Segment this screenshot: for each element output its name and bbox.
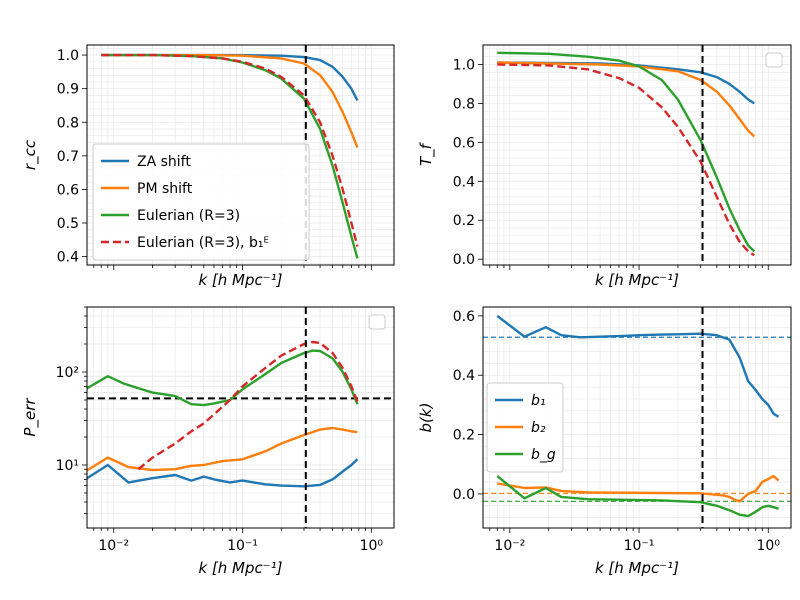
y-tick-label: 1.0 (57, 48, 79, 64)
y-tick-label: 0.0 (453, 252, 475, 268)
y-tick-label: 0.8 (57, 115, 79, 131)
legend: ZA shift PM shift Eulerian (R=3) Eulerian (… (92, 143, 310, 261)
x-tick-label: 10⁻¹ (624, 538, 655, 554)
legend-frame (486, 382, 564, 473)
legend-label: b_g (531, 447, 556, 463)
panel-tf: 1.0 0.8 0.6 0.4 0.2 0.0 k [h Mpc⁻¹] T_f (417, 44, 792, 289)
x-tick-label: 10⁻¹ (227, 538, 258, 554)
series-line-1 (87, 426, 358, 472)
legend-label: b₁ (531, 393, 546, 409)
legend-label: ZA shift (137, 154, 191, 170)
legend-frame (92, 143, 310, 261)
y-tick-label: 0.7 (57, 149, 79, 165)
series-line-0 (497, 61, 755, 105)
x-tick-label: 10⁻² (494, 538, 525, 554)
series-line-2 (497, 51, 756, 253)
x-tick-label: 10⁻² (98, 538, 129, 554)
y-axis-label: b(k) (417, 403, 435, 433)
y-tick-label: 0.9 (57, 82, 79, 98)
series-line-3 (497, 63, 755, 257)
y-tick-label: 0.4 (57, 250, 79, 266)
axes-frame (86, 306, 395, 529)
axes-frame (482, 44, 792, 266)
grid (483, 45, 791, 265)
y-tick-label: 10¹ (56, 458, 79, 474)
y-tick-label: 0.4 (453, 368, 475, 384)
x-tick-label: 10⁰ (757, 538, 781, 554)
plot-area (483, 307, 791, 528)
x-axis-label: k [h Mpc⁻¹] (198, 559, 282, 577)
series-line-0 (87, 458, 359, 488)
legend-label: Eulerian (R=3) (137, 208, 240, 224)
series-line-2 (496, 475, 779, 518)
series-line-3 (101, 53, 359, 247)
y-tick-label: 0.6 (57, 182, 79, 198)
y-tick-label: 0.0 (453, 487, 475, 503)
y-axis-label: r_cc (21, 139, 40, 170)
y-tick-label: 0.6 (453, 135, 475, 151)
grid (87, 307, 394, 528)
x-axis-label: k [h Mpc⁻¹] (198, 271, 282, 289)
panel-rcc: 1.0 0.9 0.8 0.7 0.6 0.5 0.4 k [h Mpc⁻¹] r_cc ZA s… (21, 44, 395, 289)
grid (483, 307, 791, 528)
series-line-1 (497, 61, 756, 138)
legend-label: PM shift (137, 181, 193, 197)
y-axis-label: P_err (21, 398, 40, 437)
legend-box-empty (765, 52, 783, 68)
y-tick-label: 1.0 (453, 57, 475, 73)
panel-perr: 10⁻² 10⁻¹ 10⁰ 10¹ 10² k [h Mpc⁻¹] P_err (21, 306, 395, 577)
series-line-2 (87, 349, 359, 407)
legend: b₁ b₂ b_g (486, 382, 564, 473)
series-line-0 (496, 314, 780, 418)
y-tick-label: 0.4 (453, 174, 475, 190)
y-tick-label: 0.2 (453, 428, 475, 444)
plot-area (87, 307, 394, 528)
legend-box-empty (368, 314, 386, 330)
y-tick-label: 0.2 (453, 213, 475, 229)
legend-label: b₂ (531, 420, 546, 436)
x-tick-label: 10⁰ (360, 538, 384, 554)
series-line-3 (137, 340, 359, 471)
axes-frame (86, 44, 395, 266)
y-tick-label: 0.8 (453, 96, 475, 112)
y-tick-label: 0.5 (57, 216, 79, 232)
y-axis-label: T_f (417, 141, 436, 166)
series-line-1 (101, 53, 359, 148)
panel-bk: 10⁻² 10⁻¹ 10⁰ 0.6 0.4 0.2 0.0 k [h Mpc⁻¹] b(k) b₁… (417, 306, 792, 577)
y-tick-label: 0.6 (453, 309, 475, 325)
y-tick-label: 10² (56, 365, 79, 381)
series-line-1 (497, 474, 780, 503)
x-axis-label: k [h Mpc⁻¹] (595, 271, 679, 289)
x-axis-label: k [h Mpc⁻¹] (595, 559, 679, 577)
axes-frame (482, 306, 792, 529)
plot-area (497, 45, 756, 265)
legend-label: Eulerian (R=3), b₁ᴱ (137, 235, 269, 251)
